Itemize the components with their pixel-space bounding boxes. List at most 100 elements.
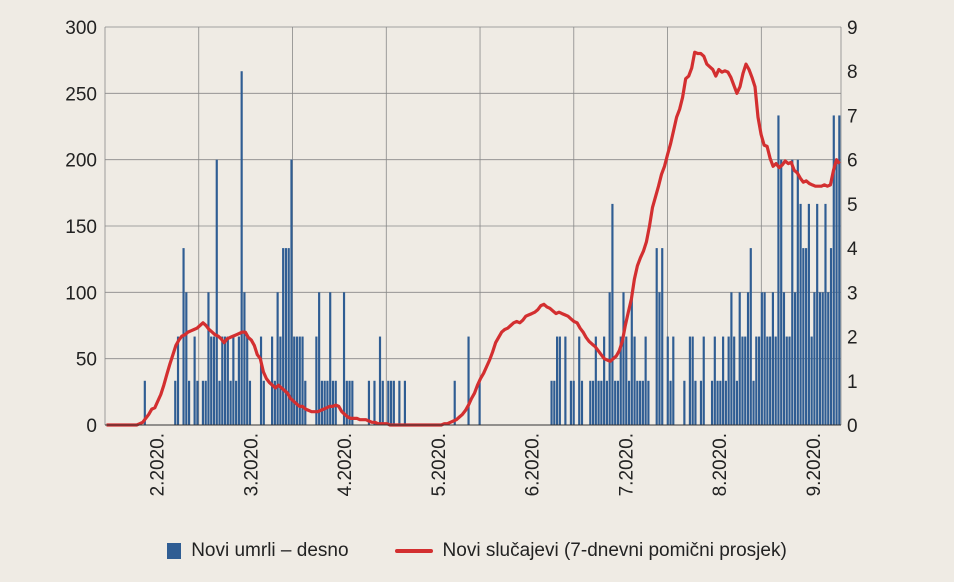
bar <box>572 380 575 425</box>
right-axis: 0 1 2 3 4 5 6 7 8 9 <box>847 18 858 437</box>
bar <box>259 336 263 425</box>
x-tick-label: 7.2020. <box>616 433 637 496</box>
bar <box>243 292 246 425</box>
bar <box>329 292 332 425</box>
bar <box>641 380 644 425</box>
bar <box>550 380 553 425</box>
bar <box>290 159 293 425</box>
x-axis: 2.2020. 3.2020. 4.2020. 5.2020. 6.2020. 7.202… <box>148 433 825 496</box>
bar <box>802 248 805 425</box>
bar <box>608 292 611 425</box>
bar <box>744 336 747 425</box>
bar <box>627 380 631 425</box>
bar <box>713 336 716 425</box>
bar <box>276 292 279 425</box>
bar <box>807 203 810 425</box>
bar <box>619 336 622 425</box>
bar <box>248 380 252 425</box>
bar <box>810 336 813 425</box>
bar <box>331 380 335 425</box>
bar <box>226 336 229 425</box>
bar <box>600 380 603 425</box>
bar <box>694 380 697 425</box>
bar <box>235 380 238 425</box>
bar <box>367 380 371 425</box>
bar <box>647 380 650 425</box>
bar <box>196 380 199 425</box>
bar <box>669 380 672 425</box>
right-tick-label: 9 <box>847 18 858 39</box>
bar <box>788 336 791 425</box>
right-tick-label: 3 <box>847 283 858 304</box>
bar <box>594 336 597 425</box>
bar <box>392 380 395 425</box>
bar <box>614 380 617 425</box>
bar <box>835 159 838 425</box>
x-tick-label: 3.2020. <box>241 433 262 496</box>
bar <box>710 380 714 425</box>
bar <box>403 380 406 425</box>
bar <box>218 380 221 425</box>
legend-item-deaths: Novi umrli – desno <box>167 540 349 562</box>
bar <box>351 380 354 425</box>
bar <box>722 336 725 425</box>
bar <box>558 336 561 425</box>
right-tick-label: 0 <box>847 416 858 437</box>
bar <box>188 380 191 425</box>
bar <box>699 380 703 425</box>
bar <box>766 336 769 425</box>
bar <box>672 336 675 425</box>
bar <box>746 292 750 425</box>
bar <box>611 203 614 425</box>
bar <box>816 203 819 425</box>
bar <box>785 336 788 425</box>
bar <box>323 380 326 425</box>
bar <box>143 380 146 425</box>
bar <box>658 292 661 425</box>
bar <box>348 380 351 425</box>
bar <box>240 71 243 425</box>
bar <box>232 336 235 425</box>
bar <box>229 380 232 425</box>
bar <box>398 380 401 425</box>
x-tick-label: 5.2020. <box>429 433 450 496</box>
bar <box>284 248 288 425</box>
bar <box>622 292 625 425</box>
bar <box>301 336 304 425</box>
bar <box>639 380 642 425</box>
bar <box>702 336 705 425</box>
bar <box>223 336 227 425</box>
bar <box>318 292 321 425</box>
bar <box>345 380 348 425</box>
bar <box>774 336 777 425</box>
bar <box>273 380 276 425</box>
bar <box>381 380 384 425</box>
bar <box>625 336 628 425</box>
bar <box>569 380 573 425</box>
bar <box>212 336 216 425</box>
bar <box>262 380 265 425</box>
bar <box>727 336 730 425</box>
bar <box>295 336 299 425</box>
bar <box>605 380 608 425</box>
bar <box>655 248 658 425</box>
bar <box>387 380 390 425</box>
x-tick-label: 4.2020. <box>335 433 356 496</box>
bar <box>193 336 196 425</box>
bar <box>342 292 346 425</box>
left-tick-label: 200 <box>65 151 97 172</box>
left-tick-label: 100 <box>65 283 97 304</box>
legend-bar-swatch <box>167 543 182 559</box>
bar <box>757 336 761 425</box>
bar <box>185 292 188 425</box>
bar <box>580 380 584 425</box>
bar <box>793 292 797 425</box>
legend-line-swatch <box>394 549 433 553</box>
bar <box>304 380 307 425</box>
bar <box>771 292 774 425</box>
bar <box>813 292 816 425</box>
bar <box>760 292 763 425</box>
bar <box>556 336 559 425</box>
bar <box>716 380 719 425</box>
x-tick-label: 6.2020. <box>523 433 544 496</box>
